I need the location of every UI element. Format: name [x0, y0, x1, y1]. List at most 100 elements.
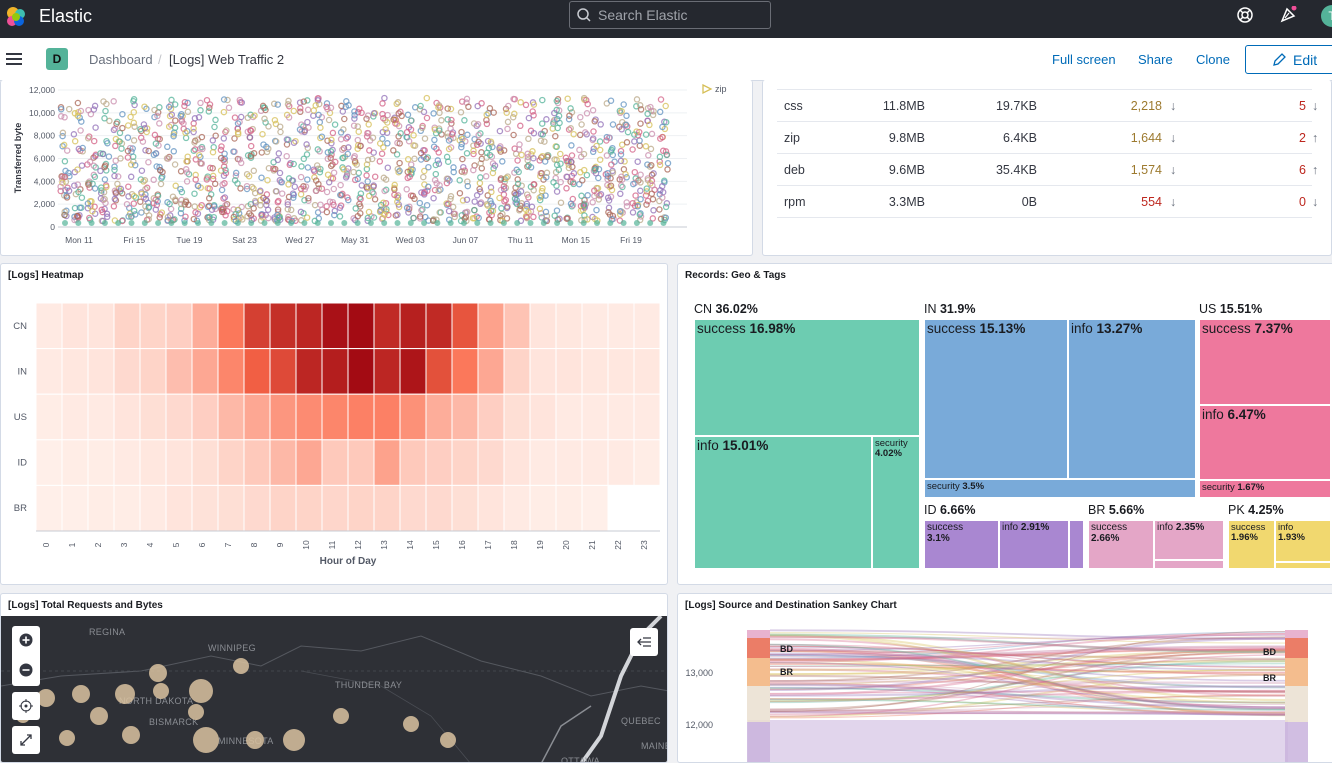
- heatmap-cell[interactable]: [399, 393, 427, 441]
- heatmap-cell[interactable]: [373, 439, 401, 486]
- heatmap-cell[interactable]: [35, 484, 63, 532]
- heatmap-cell[interactable]: [451, 484, 479, 532]
- map-data-point[interactable]: [59, 730, 75, 746]
- map-data-point[interactable]: [440, 732, 456, 748]
- map-data-point[interactable]: [149, 664, 167, 682]
- avatar[interactable]: T: [1321, 5, 1332, 27]
- heatmap-cell[interactable]: [295, 439, 323, 486]
- sankey-node-right[interactable]: [1285, 630, 1308, 638]
- map-data-point[interactable]: [72, 685, 90, 703]
- treemap-cell[interactable]: info 2.35%: [1154, 520, 1224, 560]
- heatmap-cell[interactable]: [61, 439, 89, 486]
- treemap-cell[interactable]: security 3.5%: [924, 479, 1196, 498]
- zoom-in-icon[interactable]: [19, 633, 33, 647]
- map-data-point[interactable]: [153, 683, 169, 699]
- heatmap-cell[interactable]: [633, 348, 661, 395]
- heatmap-cell[interactable]: [61, 393, 89, 441]
- treemap-cell[interactable]: info 6.47%: [1199, 405, 1331, 480]
- sankey-node-left[interactable]: [747, 638, 770, 658]
- heatmap-cell[interactable]: [165, 439, 193, 486]
- geolocate-button[interactable]: [12, 692, 40, 720]
- sankey-node-right[interactable]: [1285, 638, 1308, 658]
- map-data-point[interactable]: [115, 684, 135, 704]
- heatmap-cell[interactable]: [113, 348, 141, 395]
- heatmap-cell[interactable]: [373, 302, 401, 350]
- heatmap-cell[interactable]: [477, 348, 505, 395]
- heatmap-cell[interactable]: [243, 348, 271, 395]
- heatmap-cell[interactable]: [503, 302, 531, 350]
- heatmap-cell[interactable]: [243, 302, 271, 350]
- heatmap-cell[interactable]: [165, 348, 193, 395]
- map-canvas[interactable]: REGINA WINNIPEG NORTH DAKOTA BISMARCK MINNES…: [1, 616, 667, 762]
- heatmap-cell[interactable]: [269, 484, 297, 532]
- sankey-node-left[interactable]: [747, 630, 770, 638]
- heatmap-cell[interactable]: [61, 348, 89, 395]
- treemap-cell[interactable]: security 4.02%: [872, 436, 920, 569]
- heatmap-cell[interactable]: [347, 393, 375, 441]
- map-data-point[interactable]: [193, 727, 219, 753]
- space-selector[interactable]: D: [46, 48, 68, 70]
- heatmap-cell[interactable]: [555, 348, 583, 395]
- treemap-cell[interactable]: info 1.93%: [1275, 520, 1331, 562]
- heatmap-cell[interactable]: [425, 484, 453, 532]
- map-data-point[interactable]: [283, 729, 305, 751]
- clone-button[interactable]: Clone: [1196, 52, 1230, 67]
- treemap-cell[interactable]: info 13.27%: [1068, 319, 1196, 479]
- heatmap-cell[interactable]: [217, 302, 245, 350]
- heatmap-cell[interactable]: [529, 348, 557, 395]
- heatmap-cell[interactable]: [581, 393, 609, 441]
- heatmap-cell[interactable]: [269, 302, 297, 350]
- heatmap-cell[interactable]: [477, 393, 505, 441]
- heatmap-cell[interactable]: [321, 393, 349, 441]
- heatmap-cell[interactable]: [217, 393, 245, 441]
- heatmap-cell[interactable]: [347, 439, 375, 486]
- heatmap-cell[interactable]: [191, 302, 219, 350]
- heatmap-cell[interactable]: [503, 439, 531, 486]
- heatmap-cell[interactable]: [139, 484, 167, 532]
- heatmap-cell[interactable]: [503, 393, 531, 441]
- heatmap-cell[interactable]: [61, 484, 89, 532]
- sankey-node-left[interactable]: [747, 686, 770, 722]
- heatmap-cell[interactable]: [503, 484, 531, 532]
- heatmap-cell[interactable]: [347, 348, 375, 395]
- heatmap-cell[interactable]: [399, 302, 427, 350]
- heatmap-cell[interactable]: [165, 393, 193, 441]
- heatmap-cell[interactable]: [373, 348, 401, 395]
- heatmap-cell[interactable]: [373, 393, 401, 441]
- sankey-node-right[interactable]: [1285, 722, 1308, 763]
- elastic-logo-icon[interactable]: [4, 5, 28, 29]
- heatmap-cell[interactable]: [139, 302, 167, 350]
- heatmap-cell[interactable]: [555, 439, 583, 486]
- heatmap-cell[interactable]: [217, 484, 245, 532]
- heatmap-cell[interactable]: [607, 439, 635, 486]
- heatmap-cell[interactable]: [555, 302, 583, 350]
- heatmap-cell[interactable]: [35, 348, 63, 395]
- heatmap-cell[interactable]: [451, 439, 479, 486]
- heatmap-cell[interactable]: [87, 439, 115, 486]
- heatmap-cell[interactable]: [191, 393, 219, 441]
- share-button[interactable]: Share: [1138, 52, 1173, 67]
- treemap-cell[interactable]: [1275, 562, 1331, 569]
- heatmap-cell[interactable]: [399, 439, 427, 486]
- heatmap-cell[interactable]: [633, 393, 661, 441]
- heatmap-cell[interactable]: [321, 348, 349, 395]
- heatmap-cell[interactable]: [581, 348, 609, 395]
- heatmap-cell[interactable]: [87, 484, 115, 532]
- treemap-cell[interactable]: security 1.67%: [1199, 480, 1331, 498]
- heatmap-cell[interactable]: [607, 302, 635, 350]
- heatmap-cell[interactable]: [555, 484, 583, 532]
- heatmap-cell[interactable]: [191, 484, 219, 532]
- map-fullscreen-button[interactable]: [12, 726, 40, 754]
- heatmap-cell[interactable]: [581, 484, 609, 532]
- edit-button[interactable]: Edit: [1245, 45, 1332, 74]
- heatmap-cell[interactable]: [165, 484, 193, 532]
- heatmap-cell[interactable]: [217, 348, 245, 395]
- sankey-node-left[interactable]: [747, 658, 770, 686]
- heatmap-cell[interactable]: [295, 484, 323, 532]
- treemap-cell[interactable]: success 7.37%: [1199, 319, 1331, 405]
- heatmap-cell[interactable]: [477, 302, 505, 350]
- heatmap-cell[interactable]: [321, 439, 349, 486]
- map-data-point[interactable]: [233, 658, 249, 674]
- heatmap-cell[interactable]: [477, 439, 505, 486]
- heatmap-cell[interactable]: [451, 348, 479, 395]
